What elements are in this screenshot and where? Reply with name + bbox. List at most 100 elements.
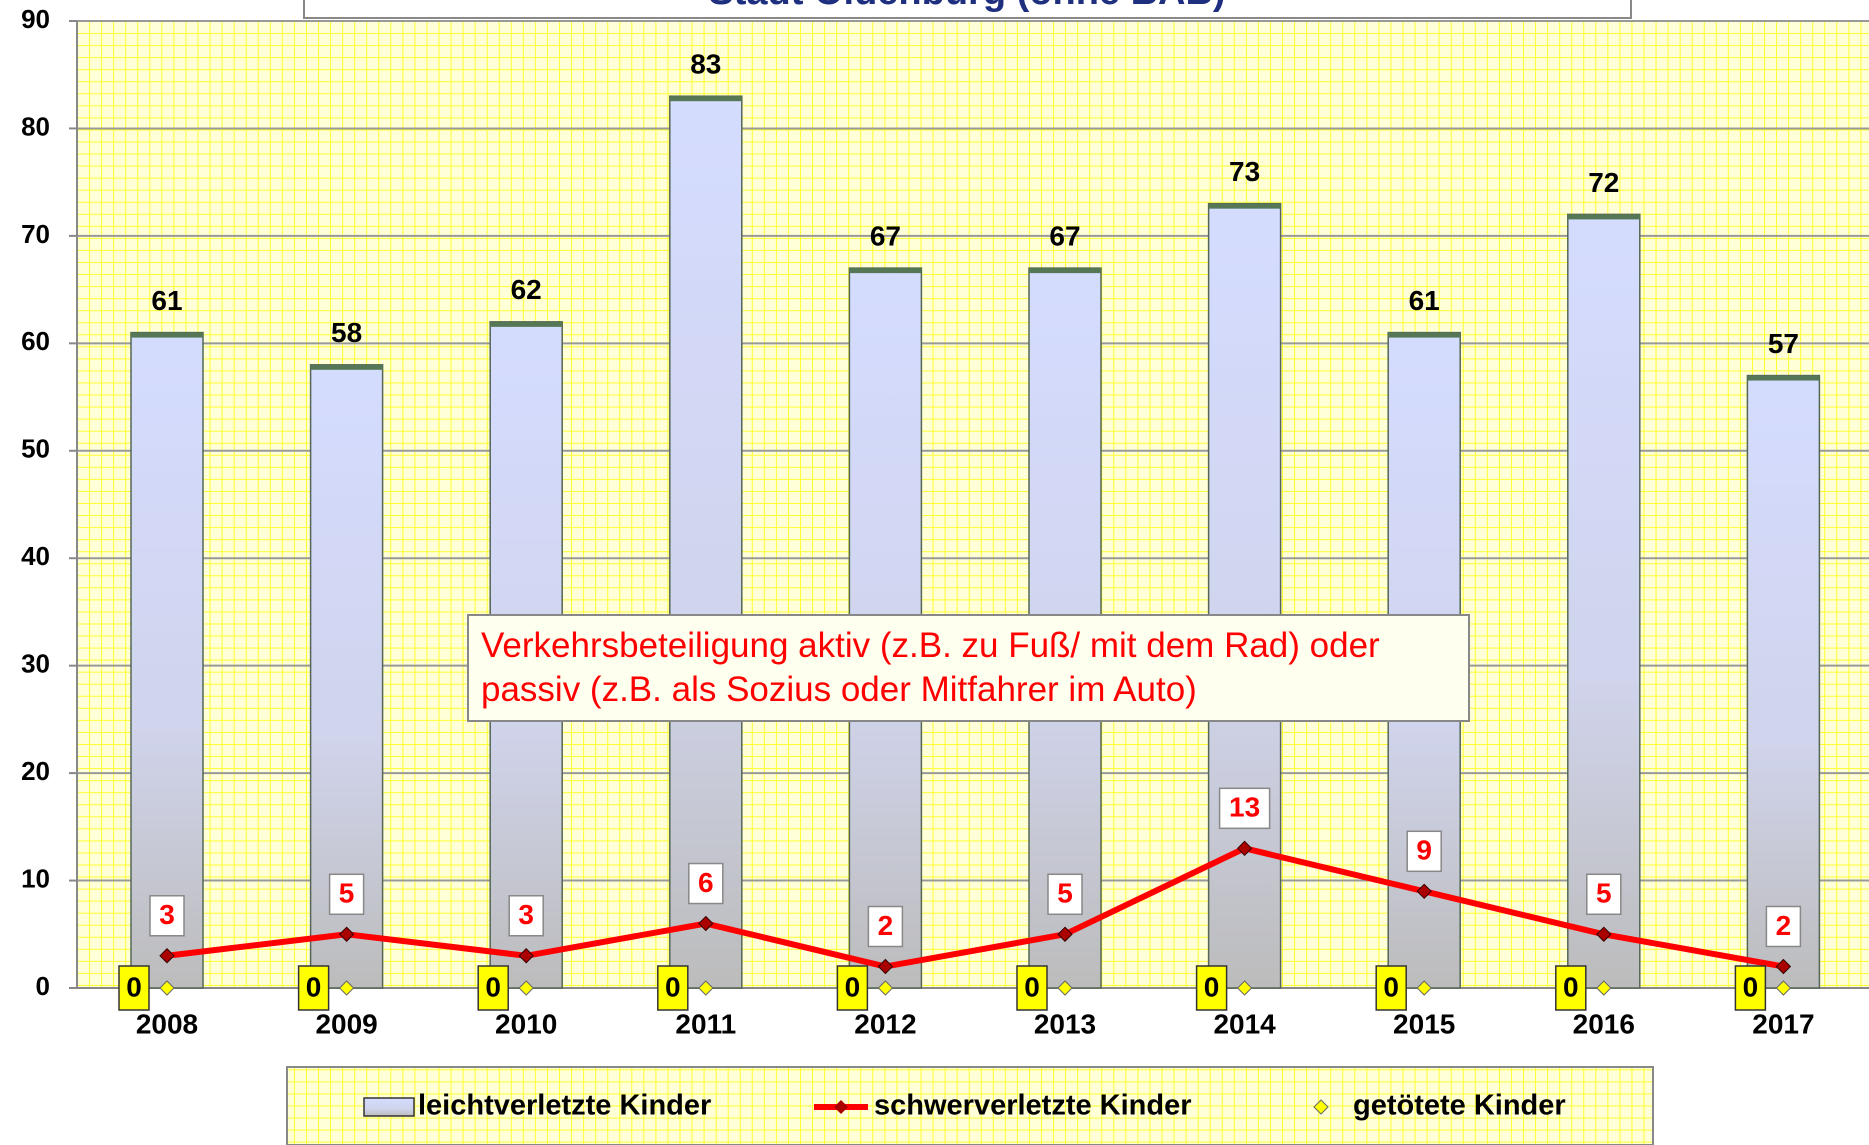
- y-tick-label: 50: [21, 434, 50, 464]
- scatter-value-label: 0: [1024, 971, 1040, 1002]
- title-box: [303, 0, 1632, 19]
- x-tick-label: 2016: [1573, 1008, 1635, 1039]
- bar: [669, 95, 743, 989]
- line-value-label: 9: [1416, 835, 1432, 866]
- y-tick-label: 80: [21, 111, 50, 141]
- line-label-box: [1047, 873, 1083, 916]
- bar-value-label: 83: [690, 49, 721, 80]
- bar-cap: [1388, 332, 1461, 338]
- scatter-marker: [1596, 980, 1612, 996]
- line-marker: [518, 948, 534, 964]
- line-label-box: [328, 873, 365, 916]
- line: [166, 845, 1784, 970]
- scatter-marker: [1057, 980, 1073, 996]
- line-marker: [1775, 958, 1792, 975]
- line-marker: [877, 958, 894, 975]
- scatter-label-box: [297, 965, 330, 1011]
- y-tick-label: 30: [21, 649, 50, 679]
- bar-cap: [1747, 375, 1820, 381]
- legend-label: schwerverletzte Kinder: [874, 1090, 1192, 1122]
- line-label-box: [1586, 873, 1622, 916]
- scatter-marker: [1236, 980, 1253, 996]
- scatter-label-box: [118, 965, 150, 1011]
- line-value-label: 5: [339, 878, 355, 909]
- line-label-box: [688, 862, 724, 905]
- scatter-label-box: [1016, 965, 1048, 1011]
- bar-cap: [1029, 268, 1101, 274]
- line-label-box: [1765, 905, 1802, 948]
- bar-value-label: 67: [1049, 221, 1080, 252]
- x-tick-label: 2011: [675, 1008, 736, 1039]
- scatter-label-box: [1195, 965, 1228, 1011]
- bar-value-label: 61: [151, 285, 182, 316]
- line-value-label: 6: [698, 867, 714, 898]
- y-tick-label: 0: [36, 971, 50, 1001]
- scatter-value-label: 0: [306, 971, 322, 1002]
- line-value-label: 2: [1776, 910, 1792, 941]
- bar-value-label: 57: [1768, 328, 1799, 359]
- y-tick-label: 70: [21, 219, 50, 249]
- bar-cap: [490, 321, 563, 327]
- y-tick-label: 90: [21, 4, 50, 34]
- y-tick-label: 20: [21, 756, 50, 786]
- annotation: Verkehrsbeteiligung aktiv (z.B. zu Fuß/ …: [467, 614, 1470, 722]
- legend-swatch: [363, 1097, 415, 1117]
- scatter-marker: [338, 980, 355, 996]
- scatter-marker: [1775, 980, 1792, 996]
- x-tick-label: 2012: [854, 1008, 916, 1039]
- scatter-marker: [518, 980, 534, 996]
- legend-label: getötete Kinder: [1353, 1090, 1566, 1122]
- scatter-label-box: [657, 965, 689, 1011]
- line-value-label: 5: [1057, 878, 1073, 909]
- line-label-box: [867, 905, 904, 948]
- x-tick-label: 2010: [495, 1008, 557, 1039]
- bar-cap: [131, 332, 203, 338]
- line-value-label: 3: [159, 899, 175, 930]
- scatter-marker: [698, 980, 714, 996]
- line-value-label: 13: [1229, 792, 1260, 823]
- line-label-box: [1406, 830, 1442, 873]
- bar-value-label: 73: [1229, 156, 1260, 187]
- scatter-value-label: 0: [485, 971, 501, 1002]
- scatter-label-box: [1555, 965, 1587, 1011]
- bar-cap: [1567, 214, 1640, 220]
- scatter-marker: [1416, 980, 1432, 996]
- line-label-box: [149, 895, 185, 937]
- x-tick-label: 2017: [1752, 1008, 1814, 1039]
- scatter-label-box: [836, 965, 869, 1011]
- bar-cap: [1208, 203, 1281, 209]
- scatter-value-label: 0: [126, 971, 142, 1002]
- bar: [1746, 374, 1821, 989]
- scatter-value-label: 0: [1743, 971, 1759, 1002]
- bar-value-label: 67: [870, 221, 901, 252]
- bar-cap: [849, 268, 922, 274]
- legend-label: leichtverletzte Kinder: [418, 1090, 711, 1122]
- x-tick-label: 2009: [315, 1008, 377, 1039]
- scatter-label-box: [477, 965, 509, 1011]
- line-marker: [1057, 926, 1073, 942]
- bar-cap: [310, 364, 383, 370]
- y-tick-label: 40: [21, 541, 50, 571]
- line-marker: [1416, 883, 1432, 900]
- bar-value-label: 61: [1409, 285, 1440, 316]
- scatter-value-label: 0: [1563, 971, 1579, 1002]
- legend-marker: [834, 1100, 848, 1114]
- scatter-value-label: 0: [665, 971, 681, 1002]
- chart-title: Stadt Oldenburg (ohne BAB): [708, 0, 1225, 13]
- bar: [1207, 202, 1282, 989]
- x-tick-label: 2013: [1034, 1008, 1096, 1039]
- line-label-box: [508, 895, 544, 937]
- x-tick-label: 2015: [1393, 1008, 1455, 1039]
- scatter-marker: [877, 980, 894, 996]
- bar-cap: [669, 96, 742, 102]
- line-marker: [1596, 926, 1612, 942]
- line-label-box: [1218, 787, 1271, 830]
- line-value-label: 2: [878, 910, 894, 941]
- scatter-value-label: 0: [845, 971, 861, 1002]
- scatter-value-label: 0: [1204, 971, 1220, 1002]
- scatter-value-label: 0: [1383, 971, 1399, 1002]
- x-tick-label: 2008: [136, 1008, 198, 1039]
- scatter-label-box: [1734, 965, 1767, 1011]
